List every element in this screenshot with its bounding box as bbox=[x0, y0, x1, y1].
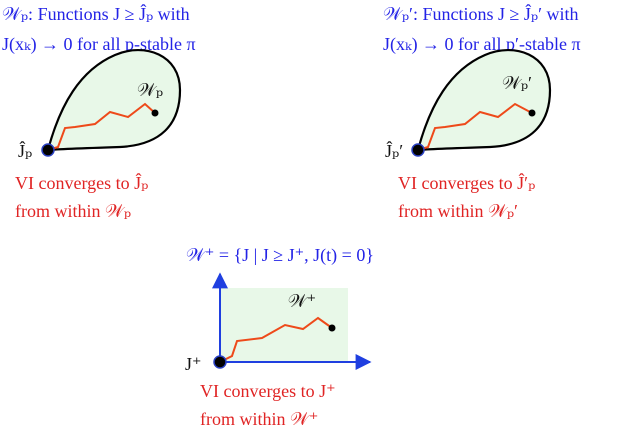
panel: 𝒲ₚ′: Functions J ≥ Ĵₚ′ with J(xₖ) → 0 fo… bbox=[383, 3, 581, 221]
region-label: 𝒲ₚ bbox=[137, 80, 163, 100]
point-label: J⁺ bbox=[185, 354, 202, 374]
caption: VI converges to J⁺ bbox=[200, 381, 336, 401]
end-point bbox=[328, 324, 336, 332]
panel: 𝒲ₚ: Functions J ≥ Ĵₚ with J(xₖ) → 0 for … bbox=[2, 3, 196, 221]
end-point bbox=[151, 109, 159, 117]
panel: 𝒲⁺ = {J | J ≥ J⁺, J(t) = 0} 𝒲⁺ J⁺ VI con… bbox=[185, 245, 374, 429]
caption: VI converges to Ĵₚ bbox=[15, 172, 148, 193]
heading: J(xₖ) → 0 for all p′-stable π bbox=[383, 34, 581, 55]
heading: 𝒲ₚ′: Functions J ≥ Ĵₚ′ with bbox=[383, 3, 579, 24]
caption: from within 𝒲⁺ bbox=[200, 409, 318, 429]
heading: 𝒲ₚ: Functions J ≥ Ĵₚ with bbox=[2, 3, 190, 24]
caption: from within 𝒲ₚ′ bbox=[398, 201, 518, 221]
caption: from within 𝒲ₚ bbox=[15, 201, 131, 221]
region-label: 𝒲⁺ bbox=[288, 291, 316, 311]
trajectory bbox=[219, 316, 333, 363]
region bbox=[46, 48, 182, 152]
heading: 𝒲⁺ = {J | J ≥ J⁺, J(t) = 0} bbox=[186, 245, 374, 266]
trajectory bbox=[417, 102, 533, 151]
heading: J(xₖ) → 0 for all p-stable π bbox=[2, 34, 196, 55]
end-point bbox=[528, 109, 536, 117]
trajectory bbox=[47, 102, 156, 151]
start-point bbox=[411, 143, 425, 157]
point-label: Ĵₚ′ bbox=[385, 140, 403, 161]
region bbox=[416, 48, 552, 152]
caption: VI converges to Ĵ′ₚ bbox=[398, 172, 535, 193]
start-point bbox=[213, 355, 227, 369]
region-label: 𝒲ₚ′ bbox=[502, 73, 532, 93]
start-point bbox=[41, 143, 55, 157]
point-label: Ĵₚ bbox=[18, 140, 32, 161]
